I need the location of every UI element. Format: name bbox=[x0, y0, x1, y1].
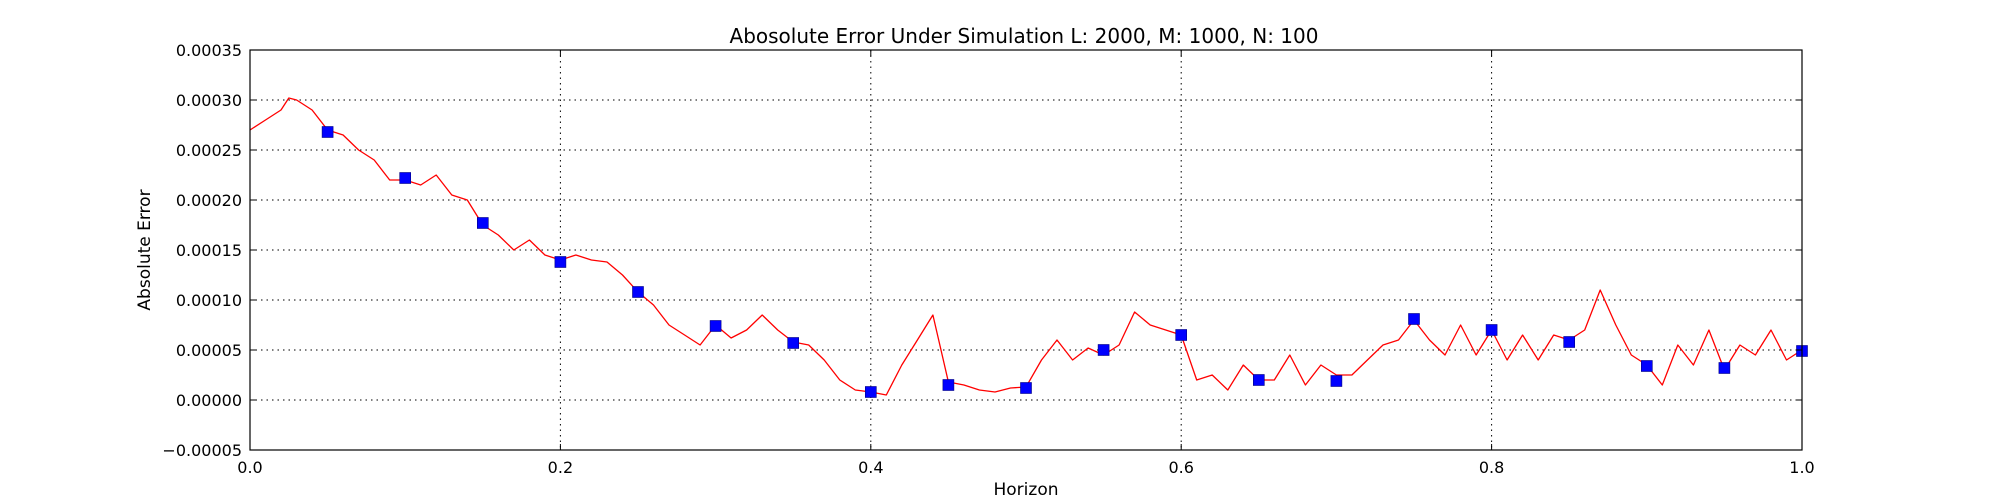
marker-point bbox=[1253, 374, 1265, 386]
marker-point bbox=[787, 337, 800, 349]
marker-point bbox=[1408, 313, 1420, 325]
marker-point bbox=[1330, 375, 1343, 387]
marker-point bbox=[476, 217, 489, 229]
y-axis-label: Absolute Error bbox=[135, 189, 155, 310]
grid-lines bbox=[250, 50, 1802, 450]
marker-point bbox=[1097, 344, 1110, 356]
y-tick-label: 0.00020 bbox=[176, 191, 242, 210]
y-tick-label: 0.00000 bbox=[176, 391, 242, 410]
marker-point bbox=[709, 320, 722, 332]
marker-point bbox=[1563, 336, 1575, 348]
x-tick-label: 0.6 bbox=[1168, 458, 1193, 477]
marker-point bbox=[554, 256, 567, 268]
series-layer bbox=[249, 97, 1808, 398]
marker-point bbox=[1718, 362, 1731, 374]
marker-point bbox=[399, 172, 412, 184]
y-tick-label: 0.00030 bbox=[176, 91, 242, 110]
marker-point bbox=[1020, 382, 1032, 394]
marker-point bbox=[321, 126, 334, 138]
error-line-series bbox=[249, 97, 1803, 396]
x-tick-label: 1.0 bbox=[1789, 458, 1814, 477]
x-tick-label: 0.4 bbox=[858, 458, 883, 477]
y-tick-label: 0.00015 bbox=[176, 241, 242, 260]
x-tick-label: 0.2 bbox=[548, 458, 573, 477]
x-tick-label: 0.8 bbox=[1479, 458, 1504, 477]
marker-point bbox=[1175, 329, 1187, 341]
x-tick-label: 0.0 bbox=[237, 458, 262, 477]
chart-title: Abosolute Error Under Simulation L: 2000… bbox=[730, 24, 1319, 48]
y-tick-label: 0.00005 bbox=[176, 341, 242, 360]
y-tick-label: 0.00025 bbox=[176, 141, 242, 160]
axis-ticks: 0.0 0.2 0.4 0.6 0.8 1.0 −0.00005 0.00000 0.00005… bbox=[162, 41, 1814, 477]
y-tick-label: 0.00035 bbox=[176, 41, 242, 60]
marker-point bbox=[1485, 324, 1498, 336]
marker-point bbox=[942, 379, 955, 391]
y-tick-label: 0.00010 bbox=[176, 291, 242, 310]
x-axis-label: Horizon bbox=[994, 480, 1059, 500]
marker-point bbox=[864, 386, 877, 398]
y-tick-label: −0.00005 bbox=[162, 441, 242, 460]
marker-point bbox=[632, 286, 644, 298]
marker-point bbox=[1641, 360, 1653, 372]
